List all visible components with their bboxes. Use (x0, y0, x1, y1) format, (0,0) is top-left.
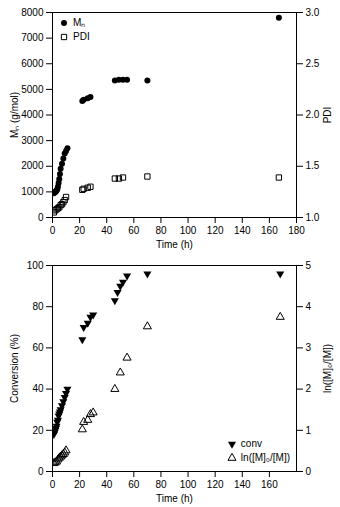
svg-text:Time (h): Time (h) (156, 493, 193, 504)
svg-text:0: 0 (306, 466, 312, 477)
svg-text:ln([M]₀/[M]): ln([M]₀/[M]) (322, 344, 333, 393)
svg-text:1.0: 1.0 (306, 212, 320, 223)
svg-text:2000: 2000 (21, 160, 44, 171)
svg-text:20: 20 (74, 479, 86, 490)
html-text:ln([M]₀/[M]): ln([M]₀/[M]) (240, 452, 290, 463)
svg-text:60: 60 (32, 342, 44, 353)
svg-text:2: 2 (306, 383, 312, 394)
svg-text:100: 100 (27, 260, 44, 271)
svg-text:5: 5 (306, 260, 312, 271)
svg-text:2.0: 2.0 (306, 109, 320, 120)
svg-text:Mₙ (g/mol): Mₙ (g/mol) (9, 92, 20, 138)
svg-text:2.5: 2.5 (306, 58, 320, 69)
svg-text:0: 0 (50, 225, 56, 236)
svg-text:5000: 5000 (21, 84, 44, 95)
svg-text:120: 120 (207, 225, 224, 236)
svg-text:80: 80 (32, 301, 44, 312)
svg-text:0: 0 (50, 479, 56, 490)
svg-text:80: 80 (155, 479, 167, 490)
svg-text:60: 60 (128, 479, 140, 490)
svg-text:3.0: 3.0 (306, 7, 320, 18)
svg-text:160: 160 (261, 225, 278, 236)
svg-text:100: 100 (180, 479, 197, 490)
svg-text:140: 140 (234, 225, 251, 236)
svg-text:120: 120 (207, 479, 224, 490)
html-text:PDI: PDI (73, 31, 90, 42)
svg-text:Conversion (%): Conversion (%) (9, 334, 20, 403)
svg-text:20: 20 (74, 225, 86, 236)
svg-text:100: 100 (180, 225, 197, 236)
svg-text:1.5: 1.5 (306, 160, 320, 171)
svg-text:40: 40 (101, 479, 113, 490)
svg-text:60: 60 (128, 225, 140, 236)
svg-text:1000: 1000 (21, 186, 44, 197)
svg-text:4000: 4000 (21, 109, 44, 120)
svg-text:7000: 7000 (21, 32, 44, 43)
svg-text:4: 4 (306, 301, 312, 312)
svg-text:180: 180 (288, 225, 305, 236)
svg-text:160: 160 (261, 479, 278, 490)
svg-text:Time (h): Time (h) (156, 239, 193, 250)
svg-text:3000: 3000 (21, 135, 44, 146)
svg-text:80: 80 (155, 225, 167, 236)
svg-text:3: 3 (306, 342, 312, 353)
html-text:Mₙ: Mₙ (73, 17, 86, 28)
svg-text:0: 0 (38, 466, 44, 477)
svg-text:1: 1 (306, 425, 312, 436)
svg-text:6000: 6000 (21, 58, 44, 69)
svg-text:8000: 8000 (21, 7, 44, 18)
svg-text:40: 40 (32, 383, 44, 394)
svg-text:20: 20 (32, 425, 44, 436)
svg-text:40: 40 (101, 225, 113, 236)
svg-text:PDI: PDI (322, 107, 333, 124)
svg-text:0: 0 (38, 212, 44, 223)
html-text:conv: conv (240, 438, 262, 449)
svg-text:140: 140 (234, 479, 251, 490)
